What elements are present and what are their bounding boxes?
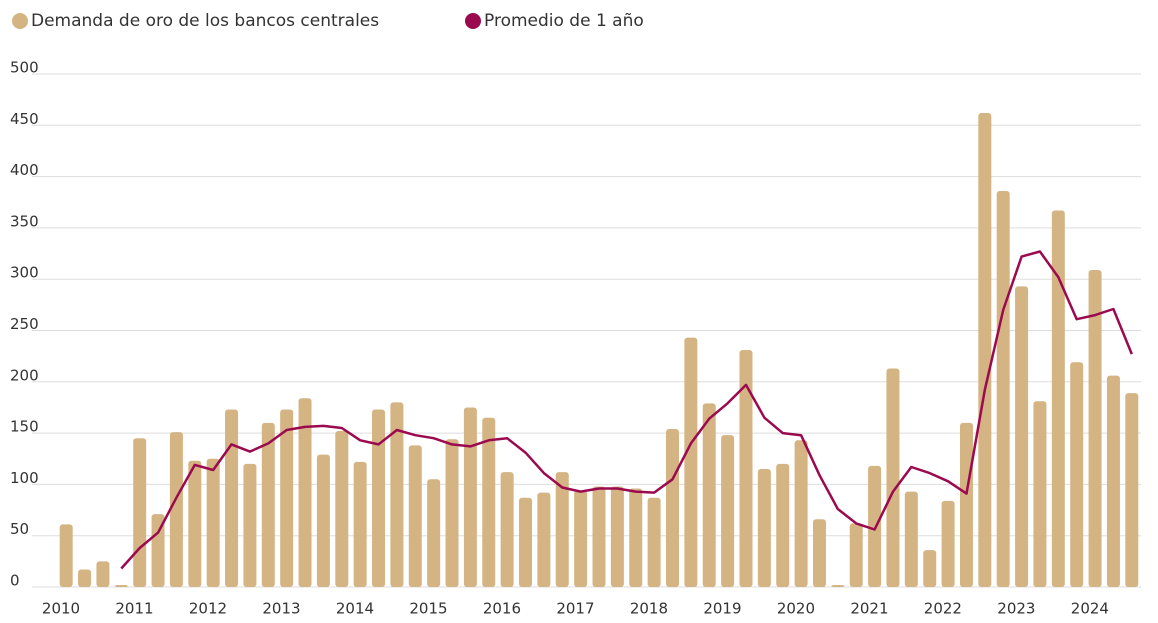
y-tick-label: 100 (10, 469, 39, 487)
bar (280, 409, 294, 587)
bar (886, 368, 900, 587)
bar (1088, 269, 1102, 587)
bar (59, 524, 73, 587)
y-tick-label: 50 (10, 520, 29, 538)
bar (353, 461, 367, 587)
bar (188, 460, 202, 587)
bar (445, 439, 459, 587)
x-tick-label: 2010 (42, 600, 80, 618)
y-tick-label: 200 (10, 366, 39, 384)
bar (335, 431, 349, 587)
bar (537, 492, 551, 587)
y-tick-label: 400 (10, 161, 39, 179)
bar (427, 479, 441, 587)
bar (941, 500, 955, 587)
bar (1125, 393, 1139, 587)
bar (408, 445, 422, 587)
bar (1015, 286, 1029, 587)
bar (372, 409, 386, 587)
bar (739, 349, 753, 587)
bar (316, 454, 330, 587)
bar (1051, 210, 1065, 587)
bar (629, 488, 643, 587)
bar (721, 435, 735, 587)
bar (169, 432, 183, 587)
bar (390, 402, 404, 587)
bar (665, 428, 679, 587)
bar (923, 550, 937, 587)
bar (78, 569, 92, 587)
x-tick-label: 2018 (630, 600, 668, 618)
line (120, 250, 1133, 570)
y-tick-label: 250 (10, 315, 39, 333)
x-tick-label: 2019 (703, 600, 741, 618)
bar (555, 472, 569, 587)
bar (831, 584, 845, 587)
y-tick-label: 350 (10, 212, 39, 230)
x-tick-label: 2015 (409, 600, 447, 618)
x-tick-label: 2016 (483, 600, 521, 618)
bar (776, 463, 790, 587)
y-tick-label: 450 (10, 110, 39, 128)
bar (96, 561, 110, 587)
legend-label: Demanda de oro de los bancos centrales (31, 11, 379, 31)
bar (1106, 375, 1120, 587)
bar (519, 497, 533, 587)
x-tick-label: 2011 (115, 600, 153, 618)
bar (978, 112, 992, 587)
x-tick-label: 2014 (336, 600, 374, 618)
x-tick-label: 2024 (1071, 600, 1109, 618)
x-tick-label: 2012 (189, 600, 227, 618)
bar (684, 337, 698, 587)
bar (500, 472, 514, 587)
legend-swatch (465, 13, 481, 29)
bar (812, 519, 826, 587)
bar (592, 486, 606, 587)
bar (1070, 362, 1084, 587)
bar (647, 497, 661, 587)
bar (463, 407, 477, 587)
bar (482, 417, 496, 587)
y-tick-label: 150 (10, 418, 39, 436)
bar (1033, 401, 1047, 587)
legend-label: Promedio de 1 año (484, 11, 644, 31)
bar (904, 491, 918, 587)
bar (298, 398, 312, 587)
x-tick-label: 2017 (556, 600, 594, 618)
bar (702, 403, 716, 587)
x-tick-label: 2013 (262, 600, 300, 618)
x-tick-label: 2020 (777, 600, 815, 618)
legend-swatch (12, 13, 28, 29)
x-tick-label: 2021 (850, 600, 888, 618)
bar (794, 440, 808, 587)
bar (868, 465, 882, 587)
y-tick-label: 300 (10, 264, 39, 282)
bar (133, 438, 147, 587)
bar (225, 409, 239, 587)
bar (996, 190, 1010, 588)
bar (849, 523, 863, 587)
bar (574, 490, 588, 587)
x-tick-label: 2022 (924, 600, 962, 618)
bar (243, 463, 257, 587)
bar (114, 584, 128, 587)
bar (261, 422, 275, 587)
bar (206, 458, 220, 587)
x-tick-label: 2023 (997, 600, 1035, 618)
bar (959, 422, 973, 587)
y-tick-label: 0 (10, 572, 20, 590)
bar (610, 486, 624, 587)
y-tick-label: 500 (10, 59, 39, 77)
bar (757, 469, 771, 587)
bar (151, 514, 165, 587)
